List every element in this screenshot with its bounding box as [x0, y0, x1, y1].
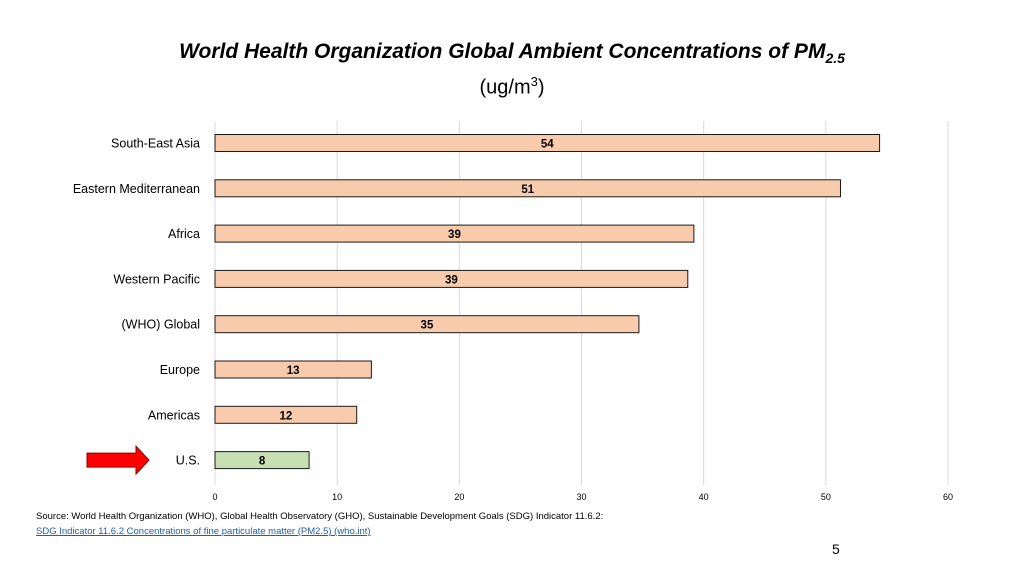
- data-label: 35: [421, 320, 434, 332]
- bar: [214, 224, 695, 243]
- source-link[interactable]: SDG Indicator 11.6.2 Concentrations of f…: [36, 526, 371, 537]
- x-tick-label: 20: [454, 492, 464, 502]
- source-text: Source: World Health Organization (WHO),…: [36, 511, 604, 522]
- category-label: Western Pacific: [113, 272, 200, 286]
- chart-unit-base: (ug/m: [479, 76, 531, 99]
- chart-title-text: World Health Organization Global Ambient…: [179, 40, 826, 63]
- data-label: 8: [259, 456, 266, 468]
- category-label: Europe: [160, 363, 200, 377]
- bar: [214, 315, 640, 334]
- page-number: 5: [832, 541, 840, 557]
- category-label: South-East Asia: [111, 137, 200, 151]
- category-label: U.S.: [176, 454, 200, 468]
- data-label: 13: [287, 365, 300, 377]
- x-tick-label: 0: [212, 492, 217, 502]
- category-label: Americas: [148, 408, 200, 422]
- x-tick-label: 50: [821, 492, 831, 502]
- bar: [214, 134, 881, 152]
- chart-title-subscript: 2.5: [825, 50, 845, 67]
- category-label: (WHO) Global: [122, 318, 200, 332]
- data-label: 12: [279, 410, 292, 422]
- data-label: 54: [541, 139, 554, 151]
- chart-unit-end: ): [537, 76, 545, 99]
- bar: [214, 269, 689, 288]
- bar: [214, 179, 841, 198]
- data-label: 39: [445, 274, 458, 286]
- data-label: 39: [448, 229, 461, 241]
- arrow-right-icon: [86, 444, 150, 476]
- bar: [214, 405, 358, 424]
- category-label: Africa: [168, 227, 200, 241]
- x-tick-label: 60: [943, 492, 953, 502]
- source-note: Source: World Health Organization (WHO),…: [36, 509, 603, 539]
- x-tick-label: 40: [699, 492, 709, 502]
- chart-unit: (ug/m3): [0, 74, 1024, 100]
- bar: [214, 360, 372, 379]
- category-label: Eastern Mediterranean: [73, 182, 200, 196]
- chart-unit-superscript: 3: [530, 74, 538, 89]
- x-tick-label: 10: [332, 492, 342, 502]
- chart-title: World Health Organization Global Ambient…: [0, 40, 1024, 66]
- bar: [214, 451, 310, 470]
- x-tick-label: 30: [576, 492, 586, 502]
- data-label: 51: [521, 184, 534, 196]
